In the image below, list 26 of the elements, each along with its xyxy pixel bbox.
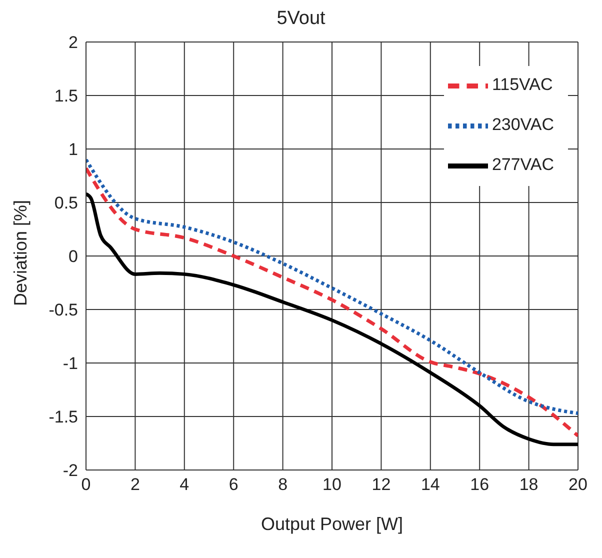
- legend-label: 277VAC: [492, 155, 554, 174]
- x-tick-label: 14: [420, 475, 440, 494]
- y-tick-label: -1.5: [48, 408, 78, 427]
- y-tick-label: 1: [68, 140, 78, 160]
- y-tick-label: 1.5: [54, 86, 78, 106]
- x-axis-title: Output Power [W]: [260, 514, 404, 534]
- x-tick-label: 8: [278, 475, 288, 494]
- x-tick-label: 6: [228, 475, 238, 494]
- y-tick-label: 2: [68, 33, 78, 52]
- x-tick-label: 0: [81, 475, 91, 494]
- y-axis-title: Deviation [%]: [10, 200, 30, 306]
- y-tick-label: -0.5: [48, 300, 78, 320]
- y-tick-label: 0.5: [54, 194, 78, 213]
- y-tick-label: -2: [62, 461, 78, 480]
- x-tick-label: 20: [568, 475, 588, 494]
- x-tick-label: 4: [180, 475, 190, 494]
- x-tick-label: 12: [372, 475, 391, 494]
- y-tick-label: 0: [68, 247, 78, 266]
- y-tick-label: -1: [62, 354, 78, 374]
- x-tick-label: 10: [322, 475, 342, 494]
- x-tick-label: 16: [470, 475, 490, 494]
- x-tick-label: 18: [519, 475, 538, 494]
- chart-title: 5Vout: [276, 8, 326, 30]
- legend-label: 115VAC: [492, 75, 553, 94]
- x-tick-label: 2: [130, 475, 140, 494]
- legend-label: 230VAC: [492, 115, 554, 134]
